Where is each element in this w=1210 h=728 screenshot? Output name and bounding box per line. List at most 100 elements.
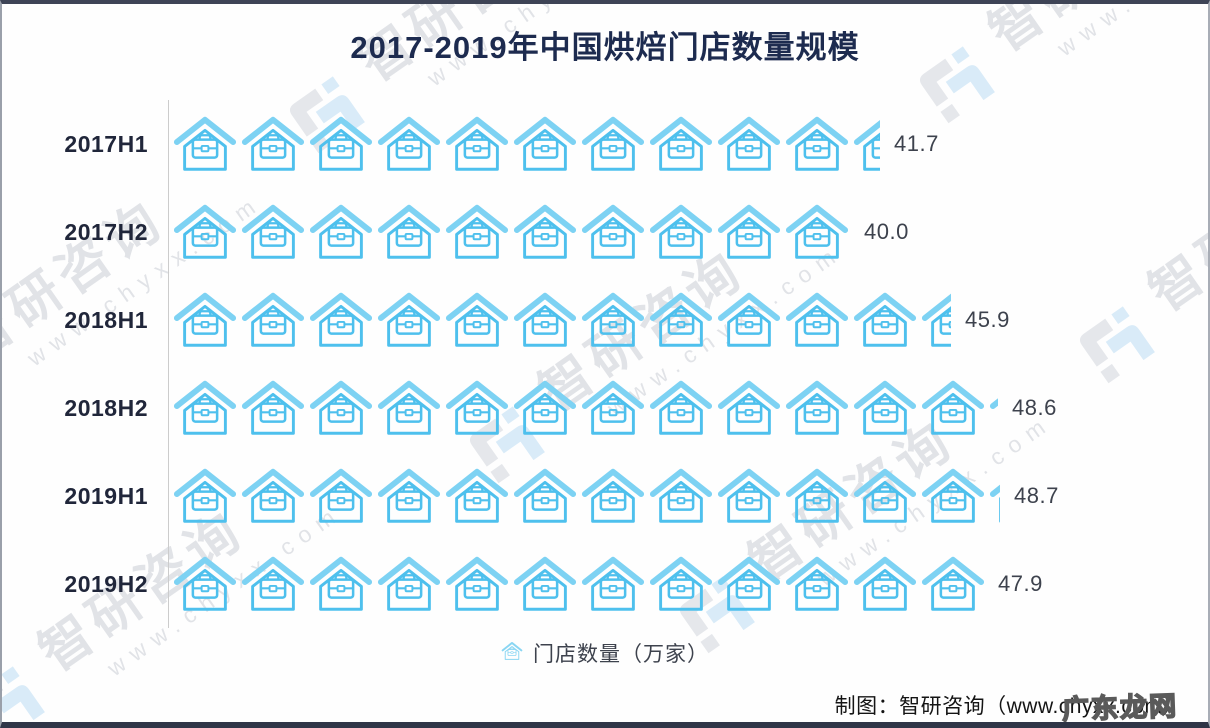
house-store-icon xyxy=(173,556,237,611)
credit-line: 制图：智研咨询（www.chyxx.com） xyxy=(834,695,1184,718)
value-label: 41.7 xyxy=(894,131,939,156)
house-store-icon xyxy=(921,380,985,435)
house-store-icon xyxy=(853,292,917,347)
legend-label: 门店数量（万家） xyxy=(533,643,709,666)
house-store-icon xyxy=(649,556,713,611)
house-store-icon xyxy=(241,292,305,347)
row-label: 2018H2 xyxy=(64,394,148,421)
house-store-icon xyxy=(309,116,373,171)
house-store-icon xyxy=(377,468,441,523)
house-store-icon xyxy=(241,468,305,523)
house-store-icon xyxy=(785,380,849,435)
house-store-icon xyxy=(581,556,645,611)
house-store-icon xyxy=(717,204,781,259)
house-store-icon xyxy=(717,380,781,435)
house-store-icon-partial xyxy=(920,289,951,351)
value-label: 48.7 xyxy=(1014,483,1059,508)
house-store-icon xyxy=(309,380,373,435)
house-store-icon xyxy=(717,468,781,523)
chart-row: 2017H2 xyxy=(22,188,1208,276)
house-store-icon xyxy=(173,116,237,171)
chart-row: 2017H1 xyxy=(22,100,1208,188)
house-store-icon xyxy=(581,116,645,171)
row-icons xyxy=(168,452,1000,540)
house-store-icon xyxy=(309,292,373,347)
house-store-icon xyxy=(989,398,998,409)
house-store-icon xyxy=(717,556,781,611)
overlay-watermark: 广东龙网 xyxy=(1061,690,1180,726)
house-store-icon xyxy=(649,380,713,435)
house-store-icon xyxy=(649,204,713,259)
house-store-icon xyxy=(921,468,985,523)
house-store-icon xyxy=(649,468,713,523)
house-store-icon-partial xyxy=(920,553,984,615)
house-store-icon xyxy=(921,556,984,611)
house-store-icon xyxy=(853,119,880,171)
house-store-icon xyxy=(649,116,713,171)
house-store-icon xyxy=(241,116,305,171)
house-store-icon xyxy=(853,468,917,523)
house-store-icon xyxy=(445,116,509,171)
house-store-icon-partial xyxy=(988,465,1000,527)
house-store-icon xyxy=(513,116,577,171)
house-store-icon xyxy=(377,380,441,435)
house-store-icon xyxy=(513,468,577,523)
house-store-icon xyxy=(785,292,849,347)
house-store-icon xyxy=(241,380,305,435)
house-store-icon xyxy=(309,204,373,259)
house-store-icon xyxy=(173,380,237,435)
value-label: 45.9 xyxy=(965,307,1010,332)
house-store-icon xyxy=(309,468,373,523)
house-store-icon xyxy=(445,556,509,611)
house-store-icon xyxy=(921,293,951,347)
row-label: 2017H1 xyxy=(64,130,148,157)
house-store-icon xyxy=(581,204,645,259)
value-label: 47.9 xyxy=(998,571,1043,596)
house-store-icon xyxy=(445,204,509,259)
house-store-icon xyxy=(717,116,781,171)
house-store-icon xyxy=(377,556,441,611)
house-store-icon xyxy=(785,468,849,523)
chart-row: 2018H1 xyxy=(22,276,1208,364)
house-store-icon xyxy=(173,204,237,259)
row-label: 2017H2 xyxy=(64,218,148,245)
house-store-icon xyxy=(649,292,713,347)
house-store-icon xyxy=(445,380,509,435)
house-store-icon xyxy=(241,204,305,259)
house-store-icon xyxy=(513,380,577,435)
house-store-icon xyxy=(173,292,237,347)
house-store-icon xyxy=(445,468,509,523)
house-store-icon xyxy=(445,292,509,347)
row-icons xyxy=(168,364,998,452)
house-store-icon xyxy=(377,204,441,259)
house-store-icon xyxy=(853,556,917,611)
house-store-icon xyxy=(785,116,849,171)
chart-title: 2017-2019年中国烘焙门店数量规模 xyxy=(350,30,860,65)
row-icons xyxy=(168,188,850,276)
row-icons xyxy=(168,276,951,364)
house-store-icon-partial xyxy=(988,377,998,439)
row-label: 2019H2 xyxy=(64,570,148,597)
chart-row: 2019H2 xyxy=(22,540,1208,628)
row-label: 2019H1 xyxy=(64,482,148,509)
house-store-icon xyxy=(377,292,441,347)
row-icons xyxy=(168,100,880,188)
house-store-icon xyxy=(989,484,1000,523)
house-store-icon xyxy=(501,641,523,666)
house-store-icon xyxy=(853,380,917,435)
house-store-icon xyxy=(513,204,577,259)
chart-legend: 门店数量（万家） xyxy=(2,638,1208,668)
value-label: 40.0 xyxy=(864,219,909,244)
value-label: 48.6 xyxy=(1012,395,1057,420)
house-store-icon xyxy=(173,468,237,523)
house-store-icon xyxy=(785,556,849,611)
pictogram-chart: 2017H1 xyxy=(22,100,1208,628)
house-store-icon xyxy=(581,468,645,523)
row-icons xyxy=(168,540,984,628)
house-store-icon xyxy=(309,556,373,611)
house-store-icon xyxy=(717,292,781,347)
row-label: 2018H1 xyxy=(64,306,148,333)
house-store-icon xyxy=(241,556,305,611)
house-store-icon xyxy=(501,641,523,660)
